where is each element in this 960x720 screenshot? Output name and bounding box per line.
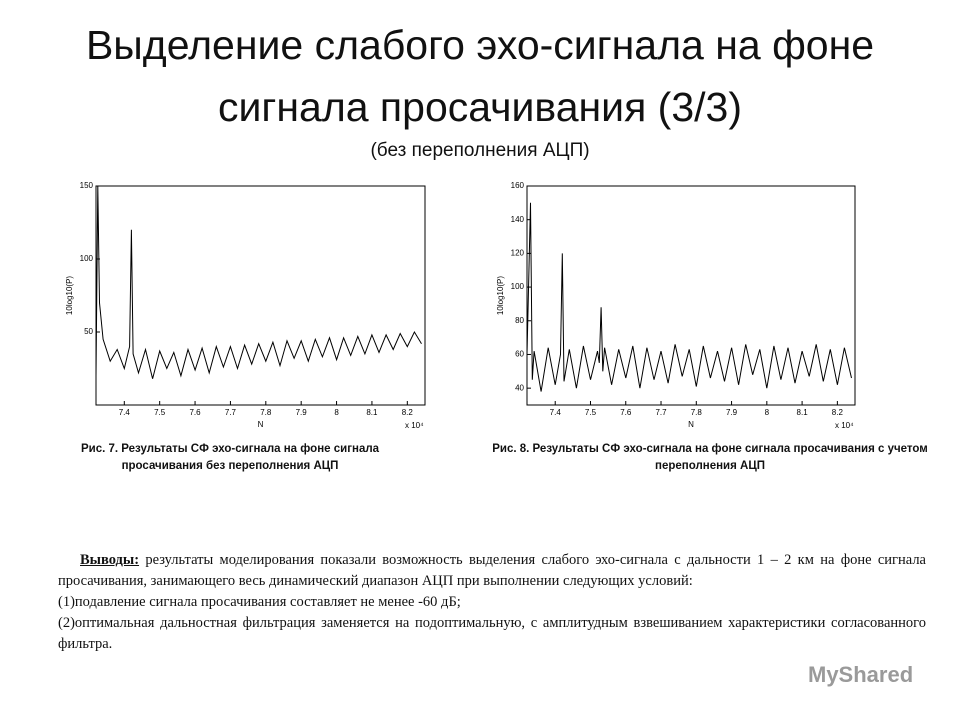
x-tick-label: 8 <box>765 408 770 417</box>
y-tick-label: 120 <box>511 248 525 257</box>
subtitle: (без переполнения АЦП) <box>370 140 590 161</box>
x-tick-label: 7.5 <box>585 408 597 417</box>
y-tick-label: 160 <box>511 181 525 190</box>
x-multiplier: x 10⁴ <box>405 421 424 430</box>
y-tick-label: 150 <box>80 181 94 190</box>
y-tick-label: 60 <box>515 350 524 359</box>
conclusions: Выводы: результаты моделирования показал… <box>58 550 926 655</box>
item: (1)подавление сигнала просачивания соста… <box>58 594 461 610</box>
caption: Рис. 8. Результаты СФ эхо-сигнала на фон… <box>492 443 928 472</box>
y-tick-label: 100 <box>80 254 94 263</box>
y-tick-label: 140 <box>511 215 525 224</box>
x-tick-label: 7.9 <box>296 408 308 417</box>
item: (2)оптимальная дальностная фильтрация за… <box>58 615 926 652</box>
text: результаты моделирования показали возмож… <box>58 552 926 589</box>
plot-frame <box>526 185 856 406</box>
lead: Выводы: <box>80 552 140 568</box>
paragraph: Выводы: результаты моделирования показал… <box>58 550 926 592</box>
x-tick-label: 7.5 <box>154 408 166 417</box>
x-tick-label: 8.1 <box>366 408 378 417</box>
y-tick-label: 50 <box>84 327 93 336</box>
x-tick-label: 8.2 <box>832 408 844 417</box>
title: Выделение слабого эхо-сигнала на фоне си… <box>85 22 875 130</box>
watermark: MyShared <box>808 662 914 687</box>
y-axis-label: 10log10(P) <box>496 276 505 315</box>
x-tick-label: 7.4 <box>119 408 131 417</box>
x-tick-label: 8 <box>334 408 339 417</box>
x-tick-label: 8.2 <box>402 408 414 417</box>
x-tick-label: 7.7 <box>225 408 237 417</box>
chart: 7.4 7.5 7.6 7.7 7.8 7.9 8 8.1 8.2 40 60 80 100 120 140… <box>496 181 856 430</box>
signal-line <box>526 202 852 392</box>
caption: Рис. 7. Результаты СФ эхо-сигнала на фон… <box>80 443 380 472</box>
y-tick-label: 80 <box>515 316 524 325</box>
x-tick-label: 7.8 <box>260 408 272 417</box>
x-tick-label: 8.1 <box>797 408 809 417</box>
chart: 7.4 7.5 7.6 7.7 7.8 7.9 8 8.1 8.2 50 100 150 N x 10⁴ 1… <box>65 181 426 430</box>
x-tick-label: 7.9 <box>726 408 738 417</box>
x-tick-label: 7.7 <box>655 408 667 417</box>
signal-line <box>95 185 422 379</box>
x-tick-label: 7.6 <box>620 408 632 417</box>
x-tick-label: 7.8 <box>691 408 703 417</box>
x-axis-label: N <box>688 420 694 429</box>
plot-frame <box>95 185 426 406</box>
x-tick-label: 7.4 <box>550 408 562 417</box>
y-tick-label: 100 <box>511 282 525 291</box>
x-multiplier: x 10⁴ <box>835 421 854 430</box>
x-tick-label: 7.6 <box>189 408 201 417</box>
y-axis-label: 10log10(P) <box>65 276 74 315</box>
y-tick-label: 40 <box>515 383 524 392</box>
x-axis-label: N <box>258 420 264 429</box>
